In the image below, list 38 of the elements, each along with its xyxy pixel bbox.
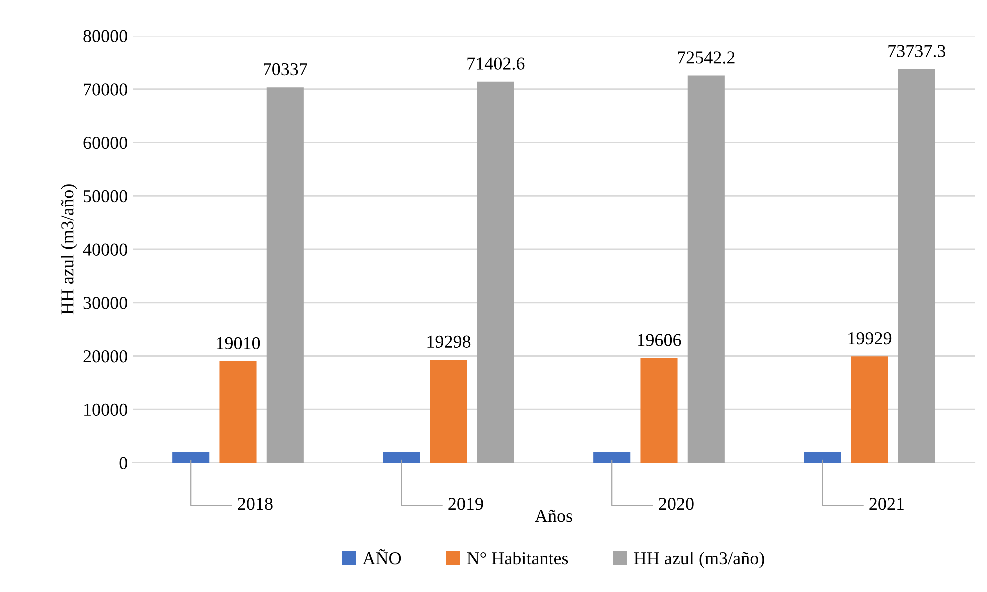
data-label: 2019 xyxy=(448,498,484,510)
data-label: 2018 xyxy=(238,498,273,510)
y-tick-label: 0 xyxy=(120,457,128,470)
data-label: 19298 xyxy=(428,336,471,348)
x-axis-title: Años xyxy=(535,510,572,522)
legend-label: AÑO xyxy=(362,549,402,565)
data-label: 2020 xyxy=(659,498,694,510)
bar xyxy=(898,69,936,463)
data-label: 19606 xyxy=(638,334,682,346)
y-tick-label: 60000 xyxy=(84,137,128,150)
bar xyxy=(172,452,210,463)
bar xyxy=(220,362,257,463)
y-tick-label: 40000 xyxy=(83,244,128,256)
y-tick-label: 70000 xyxy=(84,84,128,96)
y-tick-label: 50000 xyxy=(84,190,128,203)
y-tick-label: 20000 xyxy=(84,350,128,363)
bar xyxy=(851,356,888,463)
data-label: 70337 xyxy=(264,63,308,76)
data-label: 73737.3 xyxy=(888,45,946,58)
data-label: 19929 xyxy=(848,332,892,345)
data-label: 72542.2 xyxy=(678,52,735,64)
data-label: 71402.6 xyxy=(468,58,525,70)
y-tick-label: 30000 xyxy=(84,297,128,310)
bar xyxy=(383,452,420,463)
y-tick-label: 10000 xyxy=(84,404,128,416)
bar xyxy=(266,88,304,463)
bar xyxy=(640,358,678,463)
data-label: 19010 xyxy=(217,337,260,350)
legend-label: N° Habitantes xyxy=(467,552,568,565)
bar xyxy=(477,82,514,463)
bar xyxy=(804,452,842,463)
bar xyxy=(688,76,725,463)
legend-label: HH azul (m3/año) xyxy=(634,552,764,568)
y-tick-label: 80000 xyxy=(84,30,128,42)
bar xyxy=(430,360,468,463)
y-axis-title: HH azul (m3/año) xyxy=(61,184,78,315)
bar xyxy=(594,452,631,463)
data-label: 2021 xyxy=(870,498,904,510)
